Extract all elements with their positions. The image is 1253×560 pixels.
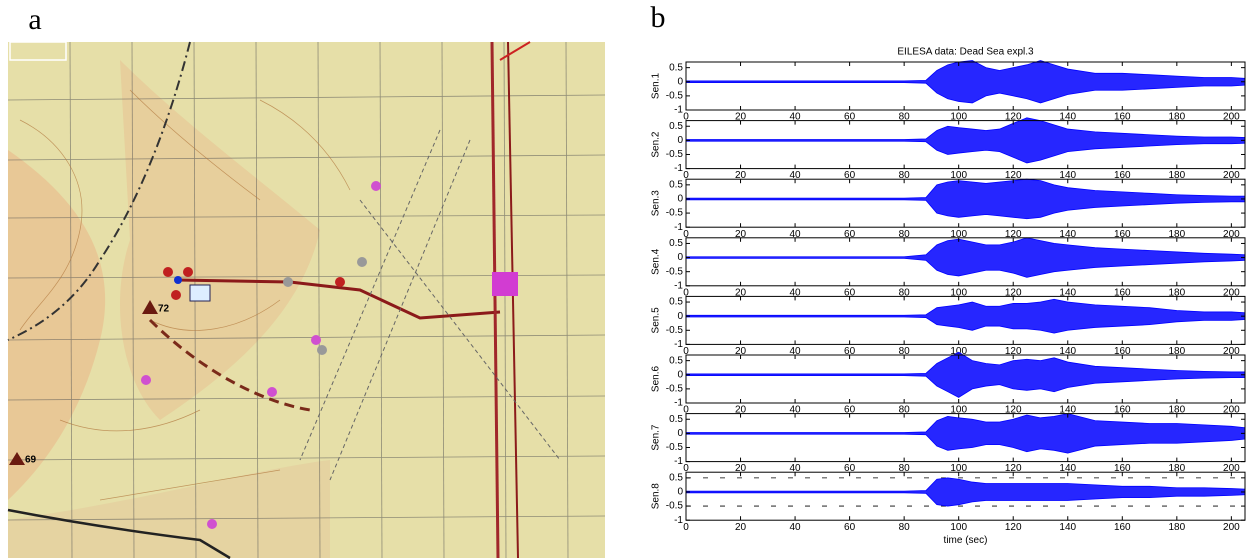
y-tick-label: 0.5 — [669, 472, 683, 483]
panel-label: b — [651, 1, 666, 34]
y-axis-label: Sen.4 — [651, 248, 662, 275]
sensor — [207, 519, 217, 529]
x-tick-label: 80 — [899, 522, 911, 533]
sensor — [267, 387, 277, 397]
y-tick-label: -0.5 — [666, 501, 684, 512]
y-tick-label: 0 — [677, 76, 683, 87]
y-tick-label: -1 — [674, 456, 683, 467]
y-tick-label: -1 — [674, 105, 683, 116]
y-axis-label: Sen.5 — [651, 307, 662, 334]
map-label: 69 — [25, 455, 37, 466]
sensor — [141, 375, 151, 385]
sensor — [311, 335, 321, 345]
y-tick-label: -0.5 — [666, 442, 684, 453]
y-axis-label: Sen.7 — [651, 424, 662, 451]
y-tick-label: -1 — [674, 339, 683, 350]
waveform-envelope — [686, 238, 1245, 278]
x-tick-label: 40 — [790, 522, 802, 533]
y-tick-label: -0.5 — [666, 91, 684, 102]
sensor — [163, 267, 173, 277]
y-tick-label: -1 — [674, 398, 683, 409]
y-tick-label: 0.5 — [669, 355, 683, 366]
sensor — [335, 277, 345, 287]
y-tick-label: -0.5 — [666, 266, 684, 277]
y-tick-label: 0.5 — [669, 62, 683, 73]
x-tick-label: 140 — [1059, 522, 1076, 533]
y-tick-label: -1 — [674, 280, 683, 291]
waveform-envelope — [686, 299, 1245, 333]
x-tick-label: 0 — [683, 522, 689, 533]
panel-label: a — [28, 3, 41, 36]
x-tick-label: 100 — [950, 522, 967, 533]
y-tick-label: 0 — [677, 487, 683, 498]
y-tick-label: -0.5 — [666, 384, 684, 395]
map: 72 69 — [8, 42, 605, 558]
x-tick-label: 20 — [735, 522, 747, 533]
chart-title: EILESA data: Dead Sea expl.3 — [897, 47, 1034, 58]
source-marker — [492, 272, 518, 296]
y-axis-label: Sen.8 — [651, 483, 662, 510]
waveform-envelope — [686, 61, 1245, 103]
y-tick-label: 0 — [677, 194, 683, 205]
y-tick-label: 0.5 — [669, 121, 683, 132]
y-tick-label: 0 — [677, 135, 683, 146]
y-tick-label: -0.5 — [666, 149, 684, 160]
x-tick-label: 160 — [1114, 522, 1131, 533]
sensor — [283, 277, 293, 287]
sensor — [357, 257, 367, 267]
waveform-envelope — [686, 478, 1245, 506]
sensor — [183, 267, 193, 277]
y-tick-label: -0.5 — [666, 208, 684, 219]
x-tick-label: 200 — [1223, 522, 1240, 533]
waveform-envelope — [686, 352, 1245, 397]
sensor — [317, 345, 327, 355]
y-axis-label: Sen.2 — [651, 131, 662, 158]
y-tick-label: -1 — [674, 222, 683, 233]
station — [174, 276, 182, 284]
y-axis-label: Sen.1 — [651, 72, 662, 99]
sensor — [171, 290, 181, 300]
station-icon — [190, 285, 210, 301]
y-axis-label: Sen.6 — [651, 365, 662, 392]
waveform-envelope — [686, 179, 1245, 219]
waveform-envelope — [686, 414, 1245, 454]
y-tick-label: 0.5 — [669, 238, 683, 249]
y-tick-label: 0.5 — [669, 297, 683, 308]
y-tick-label: 0 — [677, 252, 683, 263]
x-tick-label: 180 — [1168, 522, 1185, 533]
y-tick-label: -1 — [674, 515, 683, 526]
y-tick-label: 0 — [677, 311, 683, 322]
y-tick-label: 0 — [677, 369, 683, 380]
x-axis-label: time (sec) — [944, 535, 988, 546]
y-tick-label: 0.5 — [669, 414, 683, 425]
y-tick-label: -1 — [674, 163, 683, 174]
y-tick-label: 0 — [677, 428, 683, 439]
x-tick-label: 120 — [1005, 522, 1022, 533]
x-tick-label: 60 — [844, 522, 856, 533]
y-tick-label: 0.5 — [669, 179, 683, 190]
y-axis-label: Sen.3 — [651, 190, 662, 217]
y-tick-label: -0.5 — [666, 325, 684, 336]
sensor — [371, 181, 381, 191]
waveform-envelope — [686, 118, 1245, 163]
figure: a b — [0, 0, 1253, 560]
map-label: 72 — [158, 304, 170, 315]
